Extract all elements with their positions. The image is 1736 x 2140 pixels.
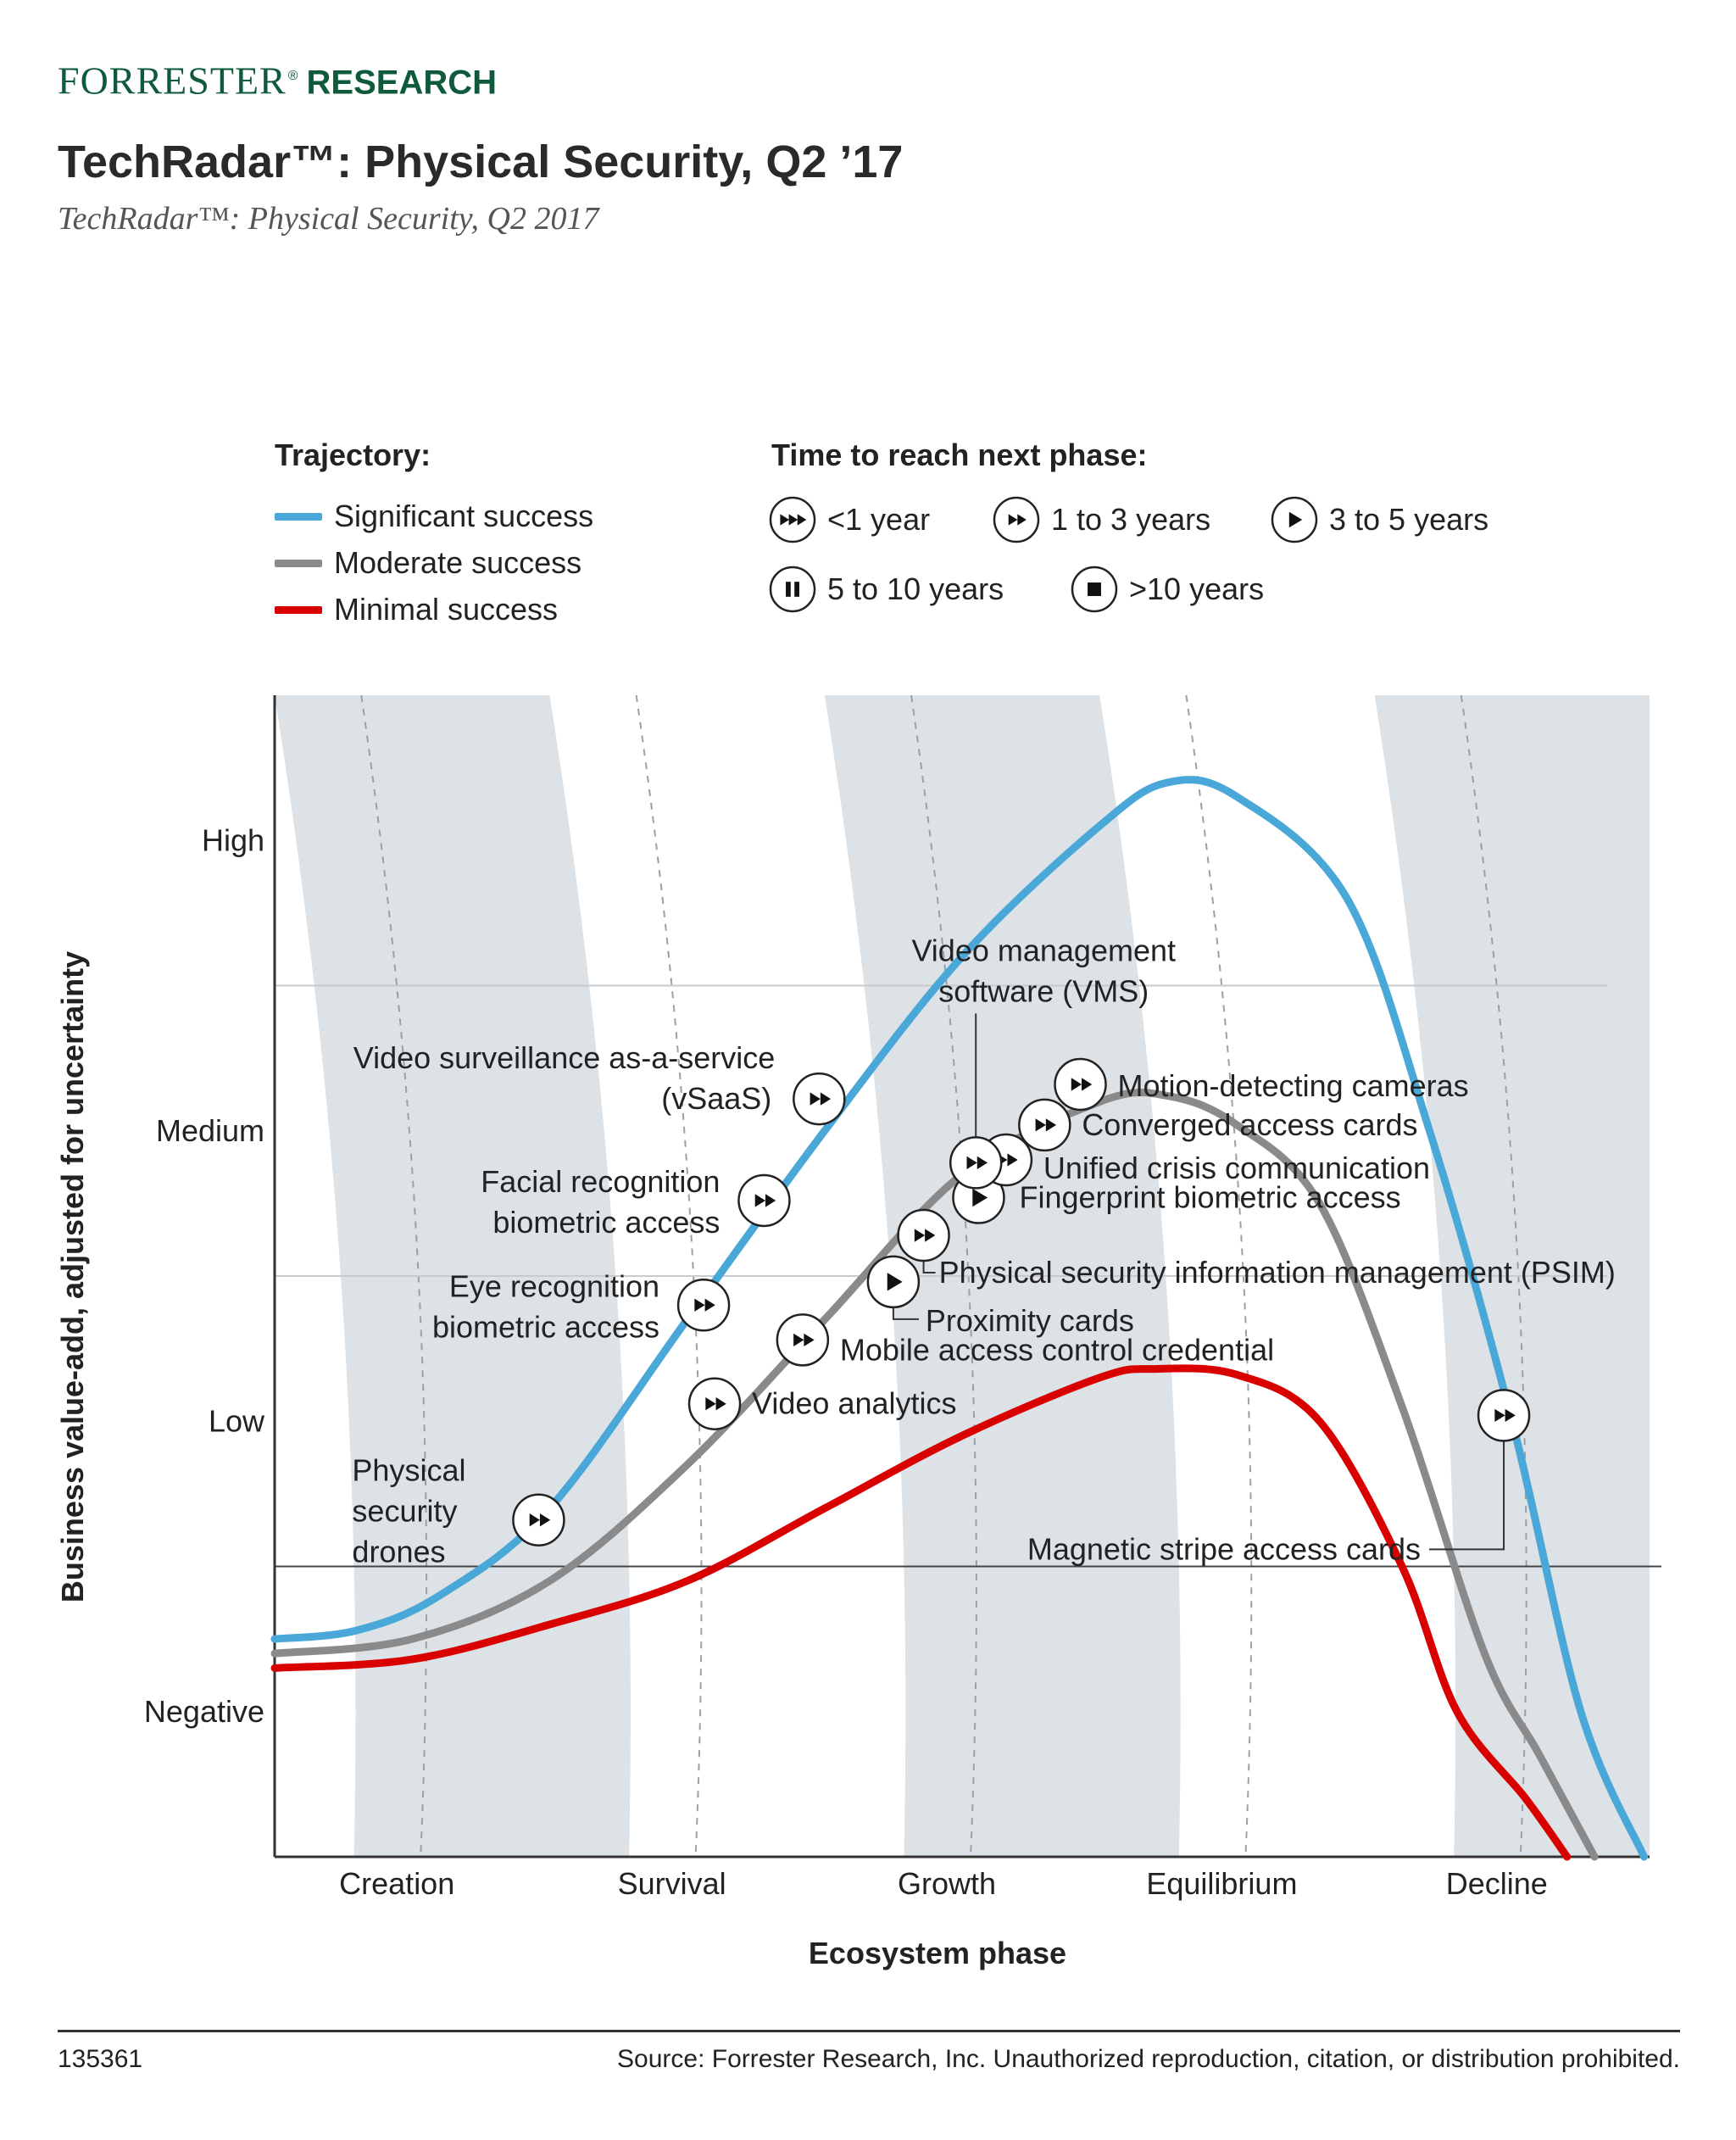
leader-line-magnetic-stripe-access-cards bbox=[1429, 1441, 1505, 1551]
legend-line-significant bbox=[275, 512, 322, 521]
legend-item-significant: Significant success bbox=[275, 499, 593, 534]
label-motion-detecting-cameras: Motion-detecting cameras bbox=[1117, 1068, 1468, 1103]
label-video-surveillance-as-a-service-vsaas: Video surveillance as-a-service bbox=[353, 1040, 776, 1075]
leader-line-proximity-cards bbox=[892, 1305, 919, 1320]
y-axis-title: Business value-add, adjusted for uncerta… bbox=[55, 951, 90, 1602]
plot-right-mask bbox=[1650, 695, 1736, 1857]
technology-markers bbox=[512, 1057, 1531, 1546]
legend-label-significant: Significant success bbox=[334, 499, 594, 533]
footer-divider bbox=[58, 2030, 1680, 2032]
marker-video-surveillance-as-a-service-vsaas bbox=[793, 1072, 846, 1126]
label-video-management-software-vms: Video management bbox=[911, 933, 1176, 967]
x-tick-label-equilibrium: Equilibrium bbox=[1146, 1866, 1297, 1901]
marker-mobile-access-control-credential bbox=[776, 1313, 830, 1367]
legend-item-5to10: 5 to 10 years bbox=[768, 565, 1004, 614]
legend-item-minimal: Minimal success bbox=[275, 592, 558, 627]
source-note: Source: Forrester Research, Inc. Unautho… bbox=[617, 2045, 1680, 2073]
label-physical-security-information-management-psim: Physical security information management… bbox=[939, 1255, 1616, 1290]
label-fingerprint-biometric-access: Fingerprint biometric access bbox=[1019, 1180, 1400, 1215]
label-facial-recognition-biometric-access: biometric access bbox=[492, 1205, 720, 1240]
x-tick-label-growth: Growth bbox=[898, 1866, 996, 1901]
label-proximity-cards: Proximity cards bbox=[926, 1303, 1134, 1338]
trajectory-legend-title: Trajectory: bbox=[275, 437, 431, 472]
page-title: TechRadar™: Physical Security, Q2 ’17 bbox=[58, 137, 904, 187]
marker-video-management-software-vms bbox=[949, 1136, 1003, 1190]
marker-facial-recognition-biometric-access bbox=[737, 1173, 791, 1228]
stop-icon bbox=[1070, 565, 1119, 614]
label-physical-security-drones: security bbox=[352, 1494, 457, 1529]
series-line-moderate bbox=[270, 1089, 1599, 1861]
label-eye-recognition-biometric-access: biometric access bbox=[432, 1309, 659, 1344]
marker-proximity-cards bbox=[866, 1255, 921, 1309]
legend-item-moderate: Moderate success bbox=[275, 545, 581, 581]
label-video-surveillance-as-a-service-vsaas: (vSaaS) bbox=[661, 1081, 771, 1116]
y-tick-label-medium: Medium bbox=[156, 1113, 264, 1148]
label-physical-security-drones: Physical bbox=[352, 1453, 465, 1488]
legend-label-5to10: 5 to 10 years bbox=[827, 571, 1004, 606]
y-tick-label-negative: Negative bbox=[144, 1694, 264, 1729]
label-video-analytics: Video analytics bbox=[752, 1386, 957, 1421]
series-line-minimal bbox=[270, 1364, 1572, 1861]
legend-label-minimal: Minimal success bbox=[334, 592, 559, 627]
marker-physical-security-information-management-psim bbox=[897, 1208, 950, 1262]
x-tick-label-decline: Decline bbox=[1446, 1866, 1548, 1901]
figure-id: 135361 bbox=[58, 2045, 143, 2073]
marker-physical-security-drones bbox=[512, 1493, 565, 1546]
brand-name-research: RESEARCH bbox=[306, 64, 498, 102]
label-magnetic-stripe-access-cards: Magnetic stripe access cards bbox=[1027, 1531, 1421, 1566]
legend-label-gt10: >10 years bbox=[1129, 571, 1265, 606]
label-eye-recognition-biometric-access: Eye recognition bbox=[449, 1268, 659, 1303]
x-tick-label-survival: Survival bbox=[618, 1866, 726, 1901]
x-tick-label-creation: Creation bbox=[339, 1866, 454, 1901]
brand-registered-mark: ® bbox=[287, 69, 298, 83]
legend-label-1to3: 1 to 3 years bbox=[1051, 502, 1211, 537]
time-legend-title: Time to reach next phase: bbox=[771, 437, 1148, 472]
leader-line-physical-security-information-management-psim bbox=[922, 1259, 936, 1274]
label-video-management-software-vms: software (VMS) bbox=[938, 973, 1149, 1008]
double-arrow-icon bbox=[992, 495, 1041, 544]
y-tick-label-high: High bbox=[202, 822, 264, 857]
marker-magnetic-stripe-access-cards bbox=[1477, 1389, 1531, 1442]
legend-label-moderate: Moderate success bbox=[334, 545, 582, 580]
label-leader-lines bbox=[892, 1013, 1505, 1551]
play-icon bbox=[1270, 495, 1319, 544]
marker-eye-recognition-biometric-access bbox=[676, 1279, 731, 1332]
label-facial-recognition-biometric-access: Facial recognition bbox=[481, 1164, 720, 1199]
label-converged-access-cards: Converged access cards bbox=[1082, 1107, 1417, 1142]
axes bbox=[273, 695, 1650, 1859]
label-unified-crisis-communication: Unified crisis communication bbox=[1043, 1151, 1430, 1185]
label-mobile-access-control-credential: Mobile access control credential bbox=[840, 1332, 1274, 1367]
legend-item-lt1: <1 year bbox=[768, 495, 930, 544]
technology-labels: Physical security drones Eye recognition bio… bbox=[352, 933, 1615, 1569]
legend-item-1to3: 1 to 3 years bbox=[992, 495, 1210, 544]
legend-item-3to5: 3 to 5 years bbox=[1270, 495, 1488, 544]
marker-converged-access-cards bbox=[1018, 1098, 1071, 1152]
legend-item-gt10: >10 years bbox=[1070, 565, 1264, 614]
triple-arrow-icon bbox=[768, 495, 817, 544]
brand-logo: FORRESTER ® RESEARCH bbox=[58, 53, 497, 106]
page-subtitle: TechRadar™: Physical Security, Q2 2017 bbox=[58, 201, 599, 237]
legend-label-lt1: <1 year bbox=[827, 502, 931, 537]
legend-label-3to5: 3 to 5 years bbox=[1329, 502, 1489, 537]
legend-line-minimal bbox=[275, 605, 322, 614]
label-physical-security-drones: drones bbox=[352, 1535, 445, 1569]
pause-icon bbox=[768, 565, 817, 614]
marker-video-analytics bbox=[687, 1377, 742, 1430]
marker-motion-detecting-cameras bbox=[1054, 1057, 1107, 1112]
y-tick-label-low: Low bbox=[209, 1403, 265, 1438]
legend-line-moderate bbox=[275, 559, 322, 567]
brand-name-forrester: FORRESTER bbox=[58, 59, 287, 103]
x-axis-title: Ecosystem phase bbox=[809, 1936, 1066, 1970]
axis-tick-labels: Creation Survival Growth Equilibrium Decline… bbox=[144, 822, 1548, 1901]
